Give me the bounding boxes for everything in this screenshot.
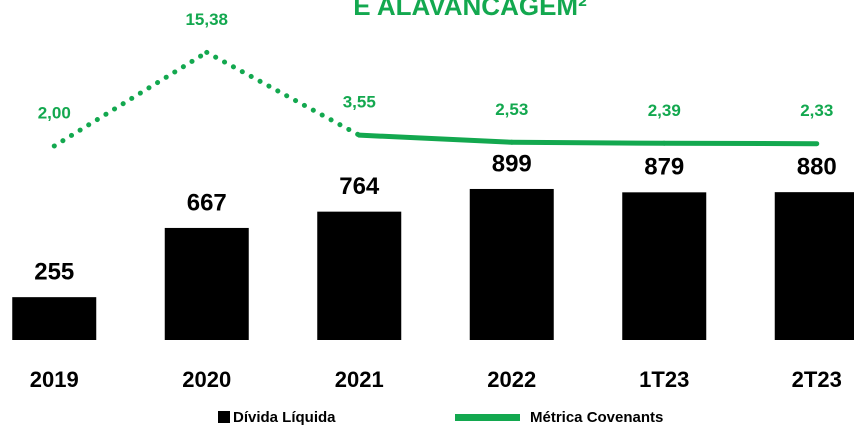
data-label: 879 [644,154,684,181]
x-tick-label: 2020 [182,367,231,392]
bar [774,192,854,340]
line-segment [356,132,515,145]
x-tick-label: 2021 [335,367,384,392]
x-tick-label: 1T23 [639,367,689,392]
data-label: 880 [797,154,837,181]
line-label: 15,38 [185,10,228,29]
data-label: 764 [339,173,380,200]
line-label: 2,33 [800,101,833,120]
line-segment [51,49,210,149]
line-segment [204,49,362,138]
line-label: 2,53 [495,100,528,119]
line-label: 2,00 [38,103,71,122]
bar [622,192,707,340]
bar [164,227,249,340]
legend-label: Dívida Líquida [233,409,336,426]
x-tick-label: 2T23 [792,367,842,392]
legend-label: Métrica Covenants [530,409,663,426]
legend-swatch [455,414,520,421]
bar [317,211,402,340]
legend-swatch [218,411,230,423]
line-segment [509,139,667,146]
bar [469,188,554,340]
data-label: 899 [492,150,532,177]
line-label: 3,55 [343,93,376,112]
data-label: 255 [34,259,74,286]
data-label: 667 [187,189,227,216]
x-tick-label: 2019 [30,367,79,392]
line-label: 2,39 [648,101,681,120]
chart-title: E ALAVANCAGEM² [353,0,587,21]
bar [12,297,97,340]
x-tick-label: 2022 [487,367,536,392]
